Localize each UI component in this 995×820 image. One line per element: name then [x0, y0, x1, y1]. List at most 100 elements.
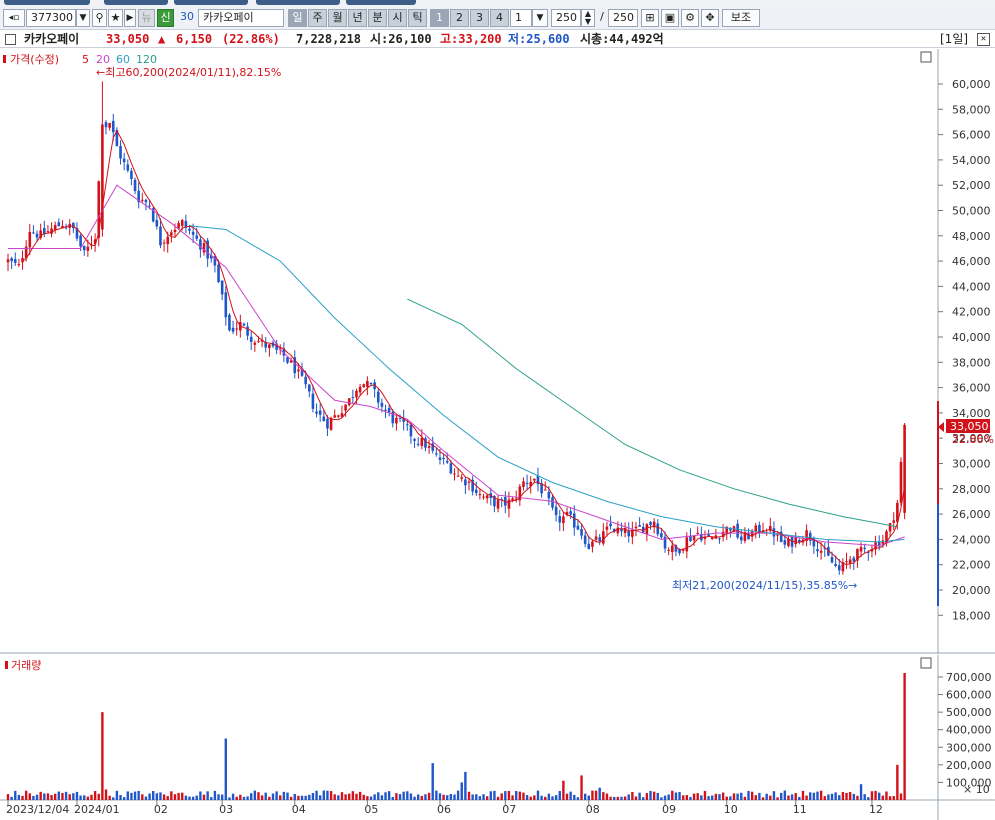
interval-input[interactable]: 1 [510, 9, 532, 27]
candle-body [471, 479, 474, 492]
volume-chart[interactable]: 100,000 200,000 300,000 400,000 500,000 600,0… [0, 655, 995, 820]
window-tab[interactable] [4, 0, 90, 5]
volume-bar [740, 792, 743, 800]
candle-body [685, 537, 689, 552]
volume-bar [758, 792, 761, 800]
candle-body [373, 382, 376, 390]
market-badge[interactable]: 신 [157, 9, 174, 27]
price-chart[interactable]: 18,000 20,000 22,000 24,000 26,000 28,000 30,0… [0, 49, 995, 654]
interval-button-1[interactable]: 1 [430, 9, 449, 27]
add-window-icon[interactable]: ⊞ [641, 9, 659, 27]
interval-button-4[interactable]: 4 [490, 9, 509, 27]
stock-name-field[interactable]: 카카오페이 [198, 9, 284, 27]
count-input[interactable]: 250 [551, 9, 581, 27]
candle-body [271, 342, 275, 347]
volume-bar [456, 790, 460, 800]
panel-maximize-icon[interactable] [920, 51, 932, 63]
price-y-tick-label: 36,000 [952, 382, 991, 395]
period-button-minute[interactable]: 분 [368, 9, 387, 27]
candle-body [558, 516, 562, 523]
candle-body [413, 439, 416, 441]
candle-body [460, 477, 464, 479]
low-annotation: 최저21,200(2024/11/15),35.85%→ [672, 579, 857, 592]
candle-body [769, 526, 772, 531]
candle-body [249, 336, 253, 342]
candle-body [482, 496, 485, 498]
candle-body [649, 521, 652, 526]
x-tick-label: 09 [662, 803, 676, 816]
period-button-week[interactable]: 주 [308, 9, 327, 27]
volume-bar [333, 794, 336, 800]
interval-button-3[interactable]: 3 [470, 9, 489, 27]
interval-dropdown-icon[interactable]: ▼ [532, 9, 548, 27]
star-icon[interactable]: ★ [108, 9, 123, 27]
volume-bar [202, 794, 206, 800]
volume-bar [122, 797, 126, 800]
window-tab[interactable] [256, 0, 340, 5]
candle-body [115, 129, 119, 147]
period-button-month[interactable]: 월 [328, 9, 347, 27]
x-tick-label: 2023/12/04 [6, 803, 69, 816]
candle-body [518, 486, 522, 501]
today-range-bar-down [937, 504, 939, 606]
candle-body [333, 415, 336, 418]
volume-bar [275, 791, 278, 800]
volume-bar [613, 796, 616, 800]
candle-body [678, 549, 681, 554]
assist-button[interactable]: 보조 [722, 9, 760, 27]
price-y-tick-label: 22,000 [952, 559, 991, 572]
volume-bar [754, 795, 757, 800]
period-button-tick[interactable]: 틱 [408, 9, 427, 27]
code-type-toggle[interactable]: ◂▫ [3, 9, 25, 27]
settings-gear-icon[interactable]: ⚙ [681, 9, 699, 27]
candle-body [808, 532, 812, 541]
ma120-legend: 120 [136, 53, 157, 66]
volume-bar [449, 793, 453, 800]
period-button-year[interactable]: 년 [348, 9, 367, 27]
candle-body [787, 538, 790, 547]
candle-body [725, 526, 729, 534]
period-button-hour[interactable]: 시 [388, 9, 407, 27]
volume-bar [235, 796, 238, 800]
count-stepper[interactable]: ▲ ▼ [581, 9, 595, 27]
volume-bar [231, 793, 235, 800]
volume-bar [896, 764, 899, 800]
window-tab[interactable] [346, 0, 416, 5]
window-tab[interactable] [174, 0, 248, 5]
select-checkbox[interactable] [5, 34, 16, 45]
candle-body [358, 386, 362, 393]
volume-bar [228, 797, 231, 800]
volume-bar [558, 791, 561, 800]
volume-bar [736, 793, 739, 800]
interval-button-2[interactable]: 2 [450, 9, 469, 27]
price-y-tick-label: 56,000 [952, 129, 991, 142]
candle-body [416, 443, 420, 445]
candle-body [35, 233, 39, 238]
volume-bar [779, 792, 783, 800]
period-button-day[interactable]: 일 [288, 9, 307, 27]
candle-body [337, 415, 340, 417]
volume-bar [638, 792, 641, 800]
candle-body [536, 475, 540, 485]
move-cross-icon[interactable]: ✥ [701, 9, 719, 27]
candle-body [17, 264, 21, 266]
volume-bar [845, 792, 848, 800]
stock-code-input[interactable]: 377300 [26, 9, 76, 27]
next-arrow-icon[interactable]: ▶ [124, 9, 136, 27]
save-icon[interactable]: ▣ [661, 9, 679, 27]
candle-body [79, 235, 82, 247]
window-tab[interactable] [104, 0, 168, 5]
up-arrow-icon: ▲ [158, 32, 166, 46]
volume-bar [166, 796, 169, 800]
price-y-tick-label: 42,000 [952, 306, 991, 319]
candle-body [670, 545, 674, 553]
close-icon[interactable]: ✕ [977, 33, 990, 46]
volume-panel-maximize-icon[interactable] [920, 657, 932, 669]
candle-body [162, 242, 166, 244]
candle-body [398, 417, 402, 419]
volume-bar [126, 791, 129, 800]
candle-body [387, 408, 391, 413]
search-icon[interactable]: ⚲ [92, 9, 107, 27]
code-dropdown-icon[interactable]: ▼ [76, 9, 90, 27]
candle-body [656, 523, 660, 535]
